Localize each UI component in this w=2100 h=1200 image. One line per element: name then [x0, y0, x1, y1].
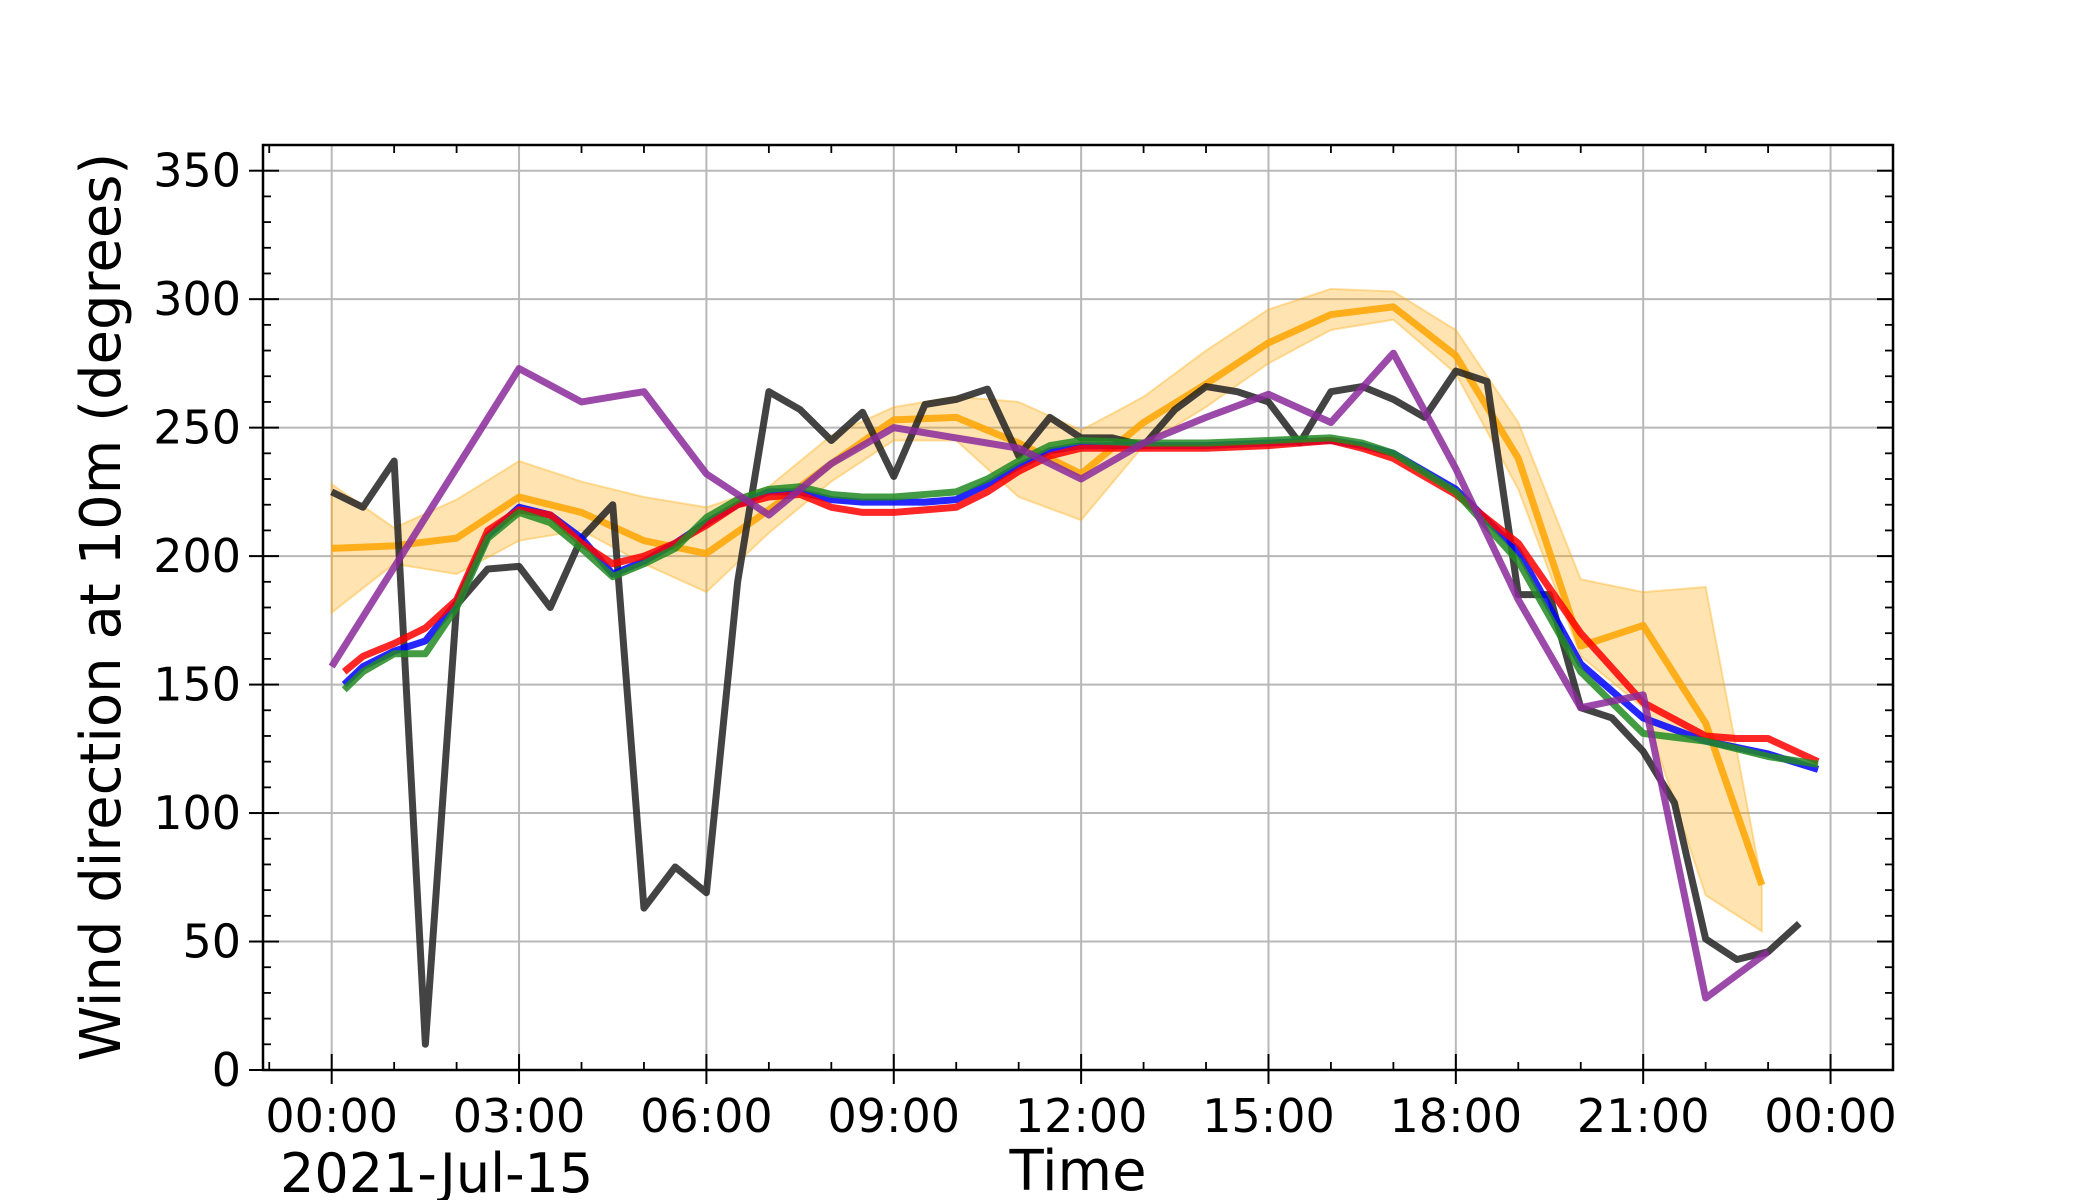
x-tick-label: 12:00 [1015, 1089, 1148, 1143]
y-tick-label: 200 [153, 529, 241, 583]
x-axis-label: Time [1008, 1139, 1146, 1200]
x-tick-label: 00:00 [265, 1089, 398, 1143]
series-line-4 [341, 436, 1820, 765]
y-tick-label: 250 [153, 401, 241, 455]
grid-lines [263, 145, 1893, 1071]
series-line-6 [328, 349, 1771, 1002]
y-tick-label: 150 [153, 658, 241, 712]
x-tick-label: 00:00 [1764, 1089, 1897, 1143]
date-label: 2021-Jul-15 [280, 1142, 593, 1200]
x-tick-label: 06:00 [640, 1089, 773, 1143]
plot-frame [261, 143, 1895, 1072]
series-line-5 [341, 434, 1819, 768]
y-tick-label: 0 [212, 1043, 241, 1097]
x-tick-label: 03:00 [453, 1089, 586, 1143]
y-tick-label: 350 [153, 144, 241, 198]
x-tick-label: 15:00 [1202, 1089, 1335, 1143]
x-tick-label: 09:00 [827, 1089, 960, 1143]
x-tick-label: 21:00 [1577, 1089, 1710, 1143]
y-tick-label: 50 [182, 915, 241, 969]
y-axis-label: Wind direction at 10m (degrees) [69, 153, 134, 1062]
y-tick-label: 300 [153, 272, 241, 326]
series-layer [328, 303, 1820, 1048]
axis-ticks: 00:00 03:00 06:00 09:00 12:00 15:00 18:00 21:00… [153, 144, 1897, 1143]
y-tick-label: 100 [153, 786, 241, 840]
x-tick-label: 18:00 [1390, 1089, 1523, 1143]
